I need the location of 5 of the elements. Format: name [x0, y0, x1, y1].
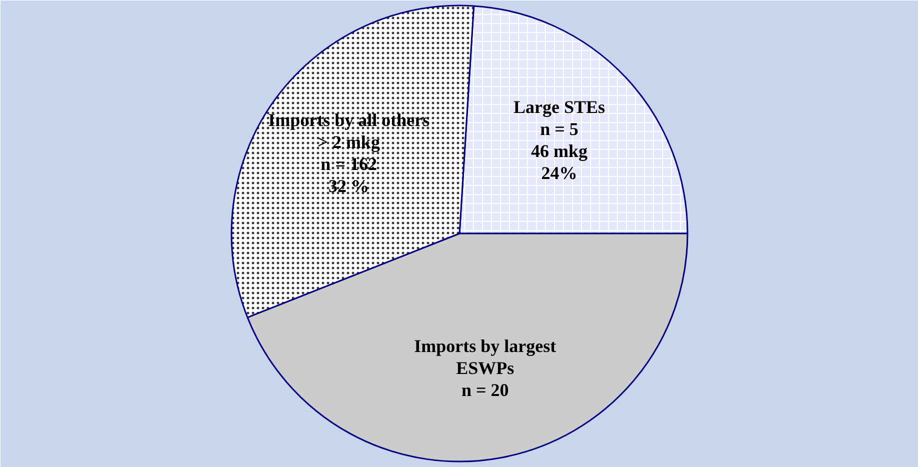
slice-label: Imports by all others > 2 mkg n = 162 [268, 110, 430, 174]
data-label: 24% [541, 162, 578, 183]
data-label: 32 % [328, 176, 370, 196]
slice-label: Large STEs n = 5 46 mkg [513, 96, 605, 161]
slice-label: Imports by largest ESWPs n = 20 [414, 336, 556, 400]
